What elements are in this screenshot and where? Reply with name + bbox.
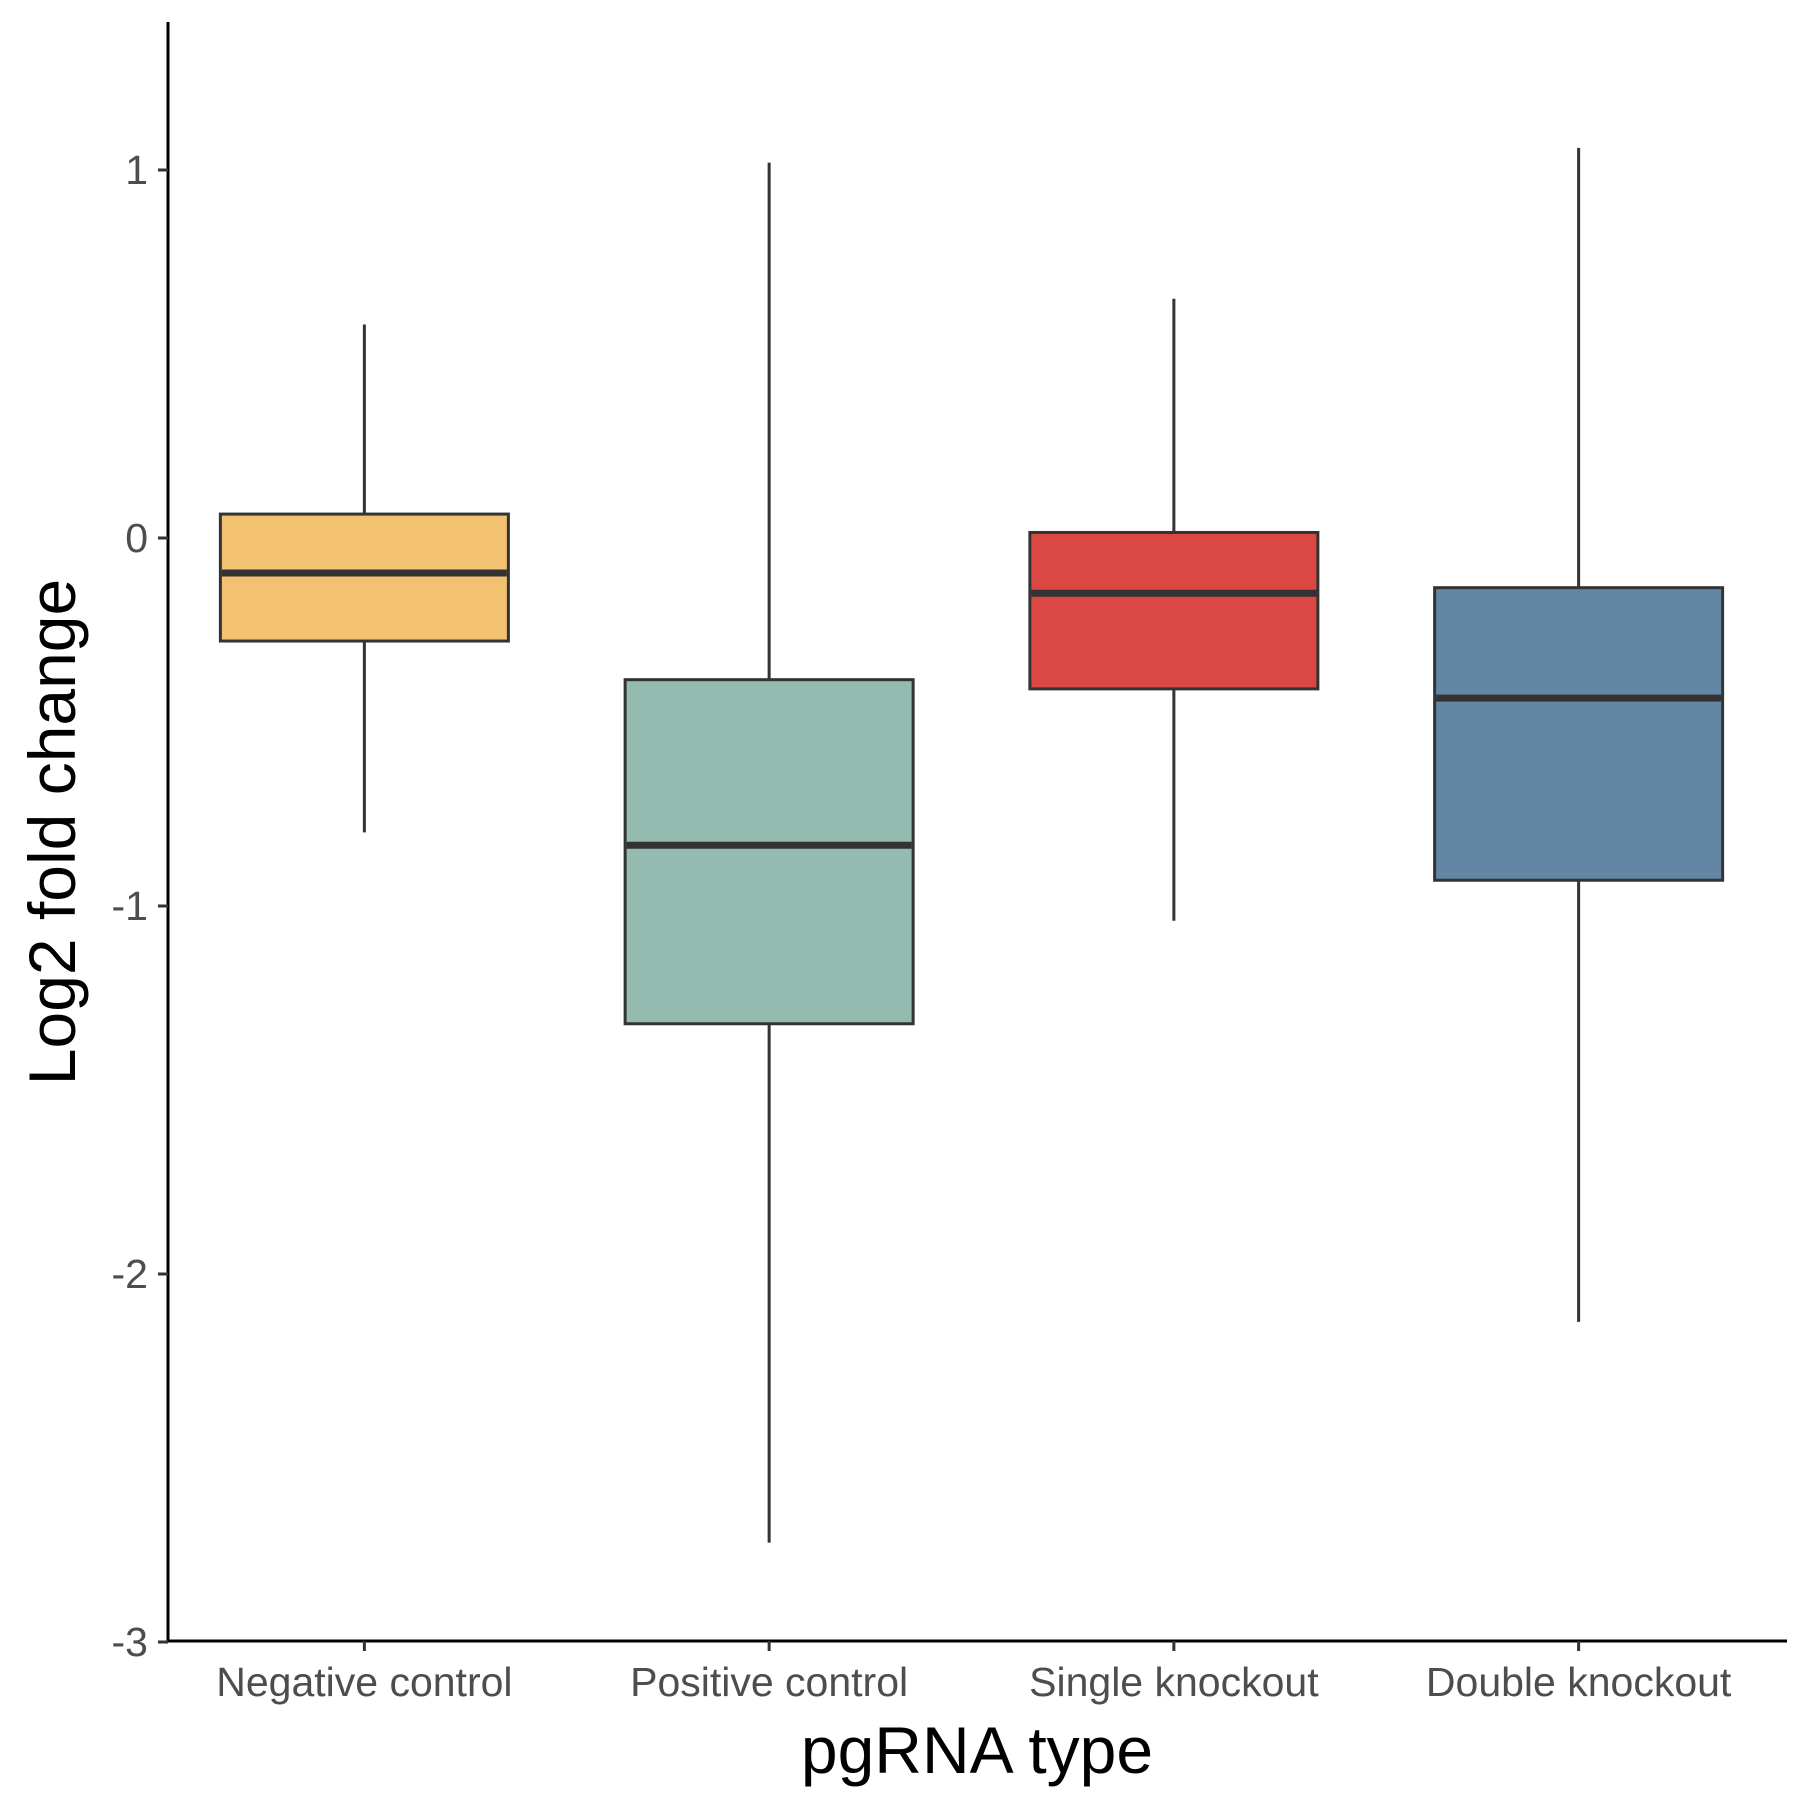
box-iqr — [623, 678, 915, 1026]
box-group — [1028, 298, 1320, 921]
box-group — [218, 324, 510, 833]
y-tick-label: 0 — [125, 515, 148, 561]
y-axis-title: Log2 fold change — [15, 579, 89, 1085]
x-tick-label: Negative control — [216, 1659, 512, 1705]
x-tick-label: Single knockout — [1029, 1659, 1319, 1705]
x-tick-label: Double knockout — [1426, 1659, 1732, 1705]
box-group — [1433, 147, 1725, 1322]
box-iqr — [1028, 530, 1320, 691]
y-tick-label: -2 — [112, 1251, 148, 1297]
box-iqr — [1433, 586, 1725, 882]
y-tick-label: -1 — [112, 883, 148, 929]
box-group — [623, 162, 915, 1543]
box-iqr — [218, 512, 510, 643]
y-tick-label: -3 — [112, 1619, 148, 1665]
y-ticks-layer: 1 0 -1 -2 -3 — [112, 147, 168, 1665]
x-tick-label: Positive control — [630, 1659, 908, 1705]
x-axis-title: pgRNA type — [801, 1713, 1153, 1787]
x-ticks-layer: Negative control Positive control Single k… — [216, 1641, 1732, 1705]
boxes-layer — [218, 147, 1725, 1543]
y-tick-label: 1 — [125, 147, 148, 193]
